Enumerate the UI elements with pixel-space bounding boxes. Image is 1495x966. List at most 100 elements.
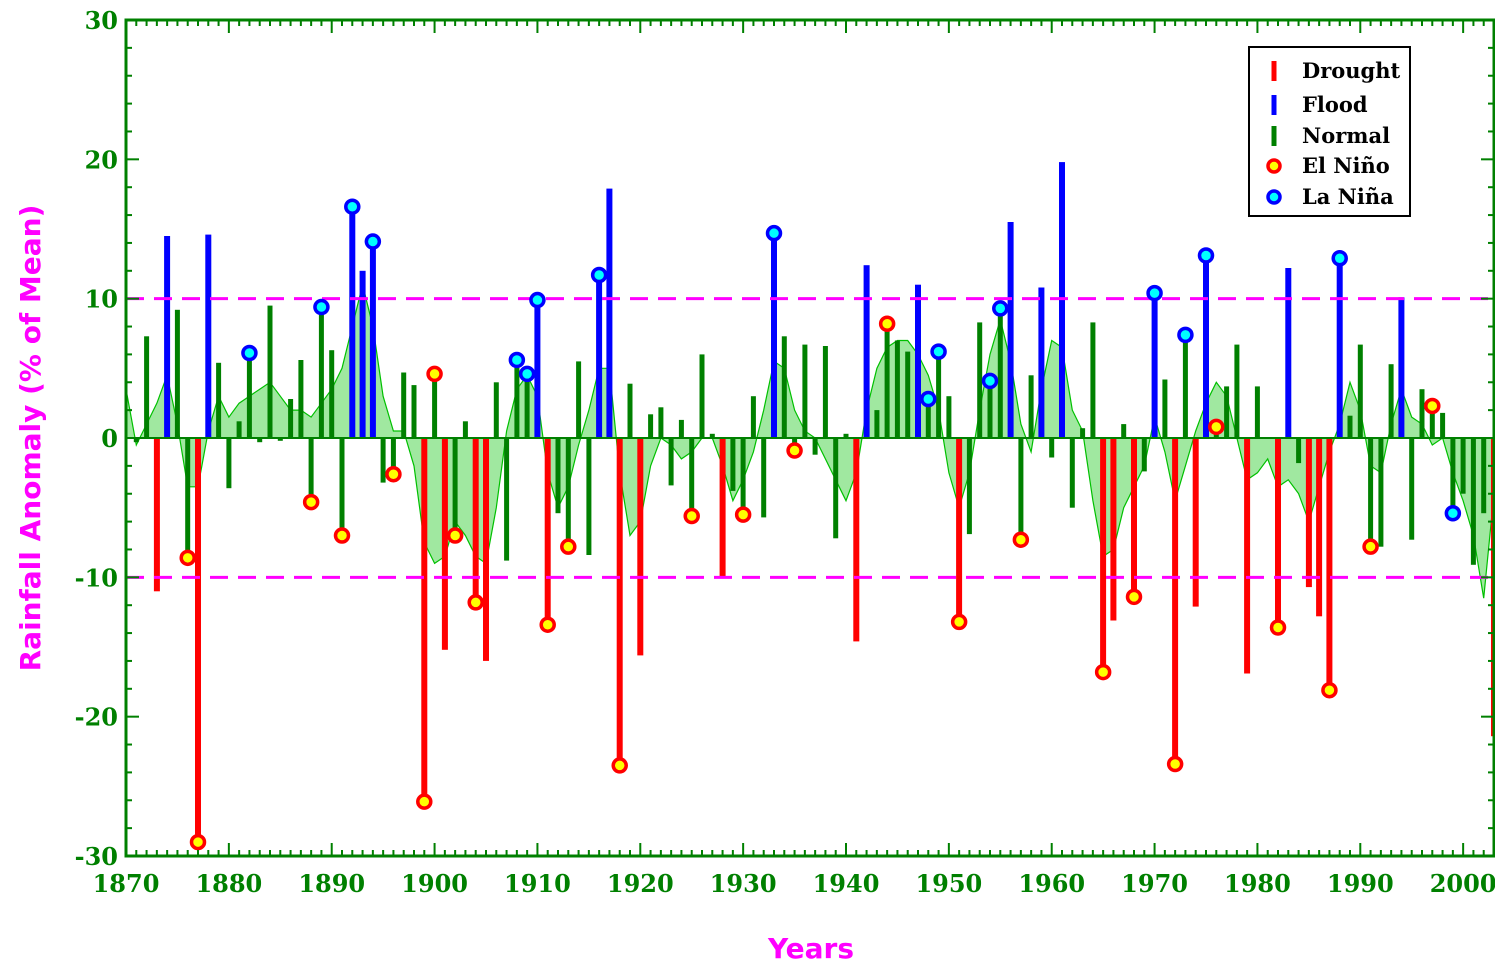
normal-bar: [699, 354, 705, 438]
normal-bar: [504, 438, 510, 561]
la-nina-marker: [590, 266, 608, 284]
normal-bar: [658, 407, 664, 438]
flood-bar: [863, 265, 870, 438]
x-axis-title: Years: [767, 932, 854, 965]
la-nina-marker: [508, 351, 526, 369]
normal-bar: [308, 438, 314, 503]
normal-bar: [1470, 438, 1476, 565]
el-nino-marker: [1321, 681, 1338, 699]
el-nino-marker: [734, 506, 752, 523]
normal-bar: [802, 344, 808, 438]
flood-bar: [771, 233, 777, 438]
el-nino-marker: [1125, 588, 1143, 606]
drought-bar: [1244, 438, 1251, 674]
normal-bar: [678, 419, 684, 438]
normal-bar: [1368, 438, 1374, 547]
normal-bar: [1018, 438, 1024, 540]
la-nina-marker: [1146, 284, 1163, 302]
el-nino-marker: [1166, 755, 1184, 773]
normal-bar: [925, 399, 931, 438]
y-tick-label: 10: [85, 285, 118, 314]
drought-bar: [1275, 438, 1281, 628]
normal-bar: [740, 438, 746, 515]
el-nino-marker: [1362, 538, 1379, 555]
bars-layer: [133, 162, 1495, 843]
drought-bar: [616, 438, 623, 766]
drought-bar: [1131, 438, 1137, 597]
flood-bar: [164, 236, 171, 438]
el-nino-marker: [1094, 663, 1112, 681]
threshold-lines-layer: [126, 297, 1494, 579]
normal-bar: [411, 385, 417, 438]
flood-bar: [1038, 287, 1045, 438]
normal-bar: [668, 438, 674, 486]
normal-bar: [689, 438, 695, 516]
flood-bar: [205, 234, 212, 438]
normal-bar: [1254, 386, 1260, 438]
normal-bar: [277, 438, 283, 441]
flood-bar: [1007, 222, 1014, 438]
la-nina-marker: [765, 224, 783, 242]
x-tick-label: 1870: [93, 869, 160, 898]
la-nina-marker: [241, 344, 258, 362]
normal-bar: [822, 346, 828, 438]
y-tick-label: -10: [75, 563, 118, 592]
el-nino-marker: [786, 442, 803, 459]
normal-bar: [432, 373, 438, 438]
drought-bar: [1192, 438, 1199, 607]
normal-bar: [1224, 386, 1230, 438]
normal-bar: [298, 360, 304, 438]
legend-label: La Niña: [1302, 184, 1394, 209]
normal-bar: [750, 396, 756, 438]
normal-bar: [812, 438, 818, 455]
normal-bar: [987, 380, 993, 438]
drought-bar: [483, 438, 489, 661]
la-nina-marker: [981, 372, 999, 390]
drought-bar: [956, 438, 963, 622]
normal-bar: [627, 383, 633, 438]
el-nino-marker: [1208, 418, 1225, 436]
normal-bar: [339, 438, 345, 536]
x-tick-label: 1960: [1018, 869, 1085, 898]
normal-bar: [1409, 438, 1415, 540]
legend-symbol-drought: [1271, 61, 1277, 81]
normal-bar: [555, 438, 561, 514]
normal-bar: [216, 362, 222, 438]
x-tick-label: 1880: [195, 869, 262, 898]
normal-bar: [1234, 344, 1240, 438]
drought-bar: [421, 438, 428, 802]
normal-bar: [1121, 424, 1127, 438]
normal-bar: [730, 438, 736, 491]
smoothed-anomaly-area: [126, 284, 1494, 599]
la-nina-marker: [518, 365, 536, 383]
normal-bar: [267, 305, 273, 438]
normal-bar: [329, 350, 335, 438]
el-nino-marker: [539, 616, 556, 633]
normal-bar: [1388, 364, 1394, 438]
el-nino-marker: [426, 365, 443, 383]
normal-bar: [1460, 438, 1466, 494]
normal-bar: [246, 353, 252, 438]
normal-bar: [493, 382, 499, 438]
drought-bar: [1100, 438, 1107, 673]
x-tick-label: 2000: [1430, 869, 1495, 898]
normal-bar: [1419, 389, 1425, 438]
el-nino-marker: [1269, 619, 1287, 636]
la-nina-marker: [364, 233, 382, 250]
x-tick-label: 1990: [1327, 869, 1394, 898]
normal-bar: [761, 438, 767, 518]
drought-bar: [1172, 438, 1179, 764]
legend-symbol-flood: [1271, 95, 1277, 115]
drought-bar: [153, 438, 160, 592]
el-nino-marker: [385, 465, 402, 483]
normal-bar: [452, 438, 458, 536]
normal-bar: [1378, 438, 1384, 547]
y-tick-label: 20: [85, 145, 118, 174]
normal-bar: [884, 323, 890, 438]
el-nino-marker: [446, 527, 464, 544]
y-tick-label: 0: [101, 424, 118, 453]
normal-bar: [1296, 438, 1302, 464]
normal-bar: [586, 438, 592, 555]
flood-bar: [534, 300, 541, 438]
flood-bar: [1398, 297, 1405, 438]
